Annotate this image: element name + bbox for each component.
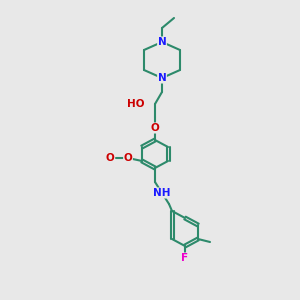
Text: N: N [158,37,166,47]
Text: HO: HO [128,99,145,109]
Text: O: O [105,153,114,163]
Text: O: O [151,123,159,133]
Text: N: N [158,73,166,83]
Text: O: O [124,153,132,163]
Text: F: F [182,253,189,263]
Text: NH: NH [153,188,171,198]
